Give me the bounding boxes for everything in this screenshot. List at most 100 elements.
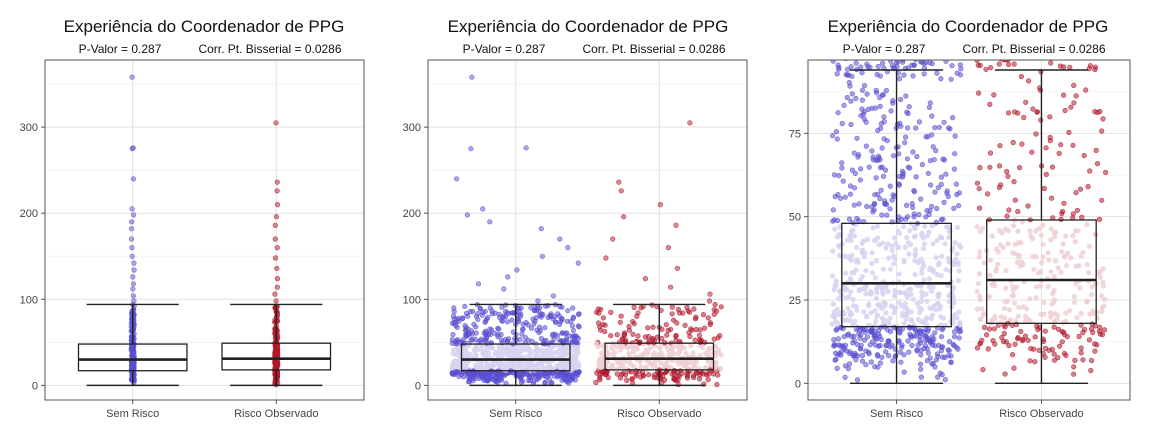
data-point [564,318,571,324]
data-point [1007,317,1013,323]
data-point [848,237,854,244]
data-point [1092,64,1098,70]
data-point [893,353,899,359]
data-point [837,195,844,201]
data-point [1071,82,1077,88]
data-point [651,374,658,381]
data-point [946,348,952,354]
data-point [987,257,994,263]
data-point [670,317,677,323]
data-point [945,125,952,131]
data-point [1071,364,1077,370]
data-point [938,273,944,279]
outlier-point [272,236,278,242]
data-point [879,212,885,218]
data-point [642,334,649,340]
data-point [1006,342,1012,349]
data-point [608,309,614,316]
data-point [646,359,653,366]
data-point [714,381,720,388]
data-point [1030,106,1036,112]
data-point [981,324,988,331]
data-point [1051,324,1057,330]
data-point [918,298,924,305]
data-point [890,153,897,159]
data-point [487,305,493,311]
data-point [1004,213,1010,219]
data-point [864,91,870,97]
data-point [1009,293,1015,299]
data-point [903,202,910,208]
data-point [839,160,845,166]
data-point [1019,338,1026,344]
data-point [1077,285,1083,291]
data-point [605,374,611,381]
data-point [933,148,939,154]
data-point [838,352,844,358]
data-point [869,250,875,256]
data-point [996,184,1003,191]
data-point [272,325,279,331]
data-point [510,360,516,366]
data-point [943,51,948,56]
data-point [617,342,623,349]
data-point [473,330,479,336]
data-point [1084,222,1090,228]
data-point [907,228,913,234]
data-point [638,305,644,311]
data-point [902,140,908,146]
data-point [715,335,721,341]
data-point [715,349,722,355]
data-point [865,106,871,112]
data-point [943,60,949,64]
data-point [1037,283,1044,289]
data-point [948,359,954,366]
y-tick-label: 100 [403,294,421,306]
data-point [1073,280,1079,287]
data-point [954,251,960,257]
data-point [945,193,951,199]
data-point [901,320,907,326]
outlier-point [642,276,649,282]
data-point [911,189,918,195]
data-point [925,134,931,140]
data-point [934,237,940,244]
data-point [1027,358,1033,364]
y-tick-label: 200 [403,208,421,220]
data-point [936,291,942,297]
data-point [835,296,842,302]
data-point [878,187,884,193]
chart-panel-3: Experiência do Coordenador de PPG P-Valor… [789,17,1131,420]
data-point [908,291,914,297]
data-point [872,275,879,281]
data-point [542,380,548,386]
data-point [830,301,837,307]
data-point [1048,312,1054,318]
data-point [1080,249,1086,255]
data-point [1070,371,1077,377]
data-point [916,328,922,334]
data-point [888,108,894,114]
data-point [466,379,472,385]
data-point [954,325,960,331]
data-point [847,83,853,89]
outlier-point [273,120,279,126]
p-value-label: P-Valor = 0.287 [79,42,162,56]
data-point [1086,243,1092,249]
data-point [951,334,958,340]
data-point [897,173,903,180]
data-point [1072,228,1079,234]
data-point [1045,250,1051,256]
data-point [1055,312,1061,319]
data-point [858,113,864,119]
data-point [997,242,1004,248]
data-point [912,272,918,278]
data-point [645,325,651,331]
data-point [860,309,867,315]
data-point [880,266,887,272]
data-point [859,87,866,93]
data-point [927,355,933,361]
data-point [951,44,956,49]
data-point [1070,232,1076,239]
data-point [831,287,837,293]
